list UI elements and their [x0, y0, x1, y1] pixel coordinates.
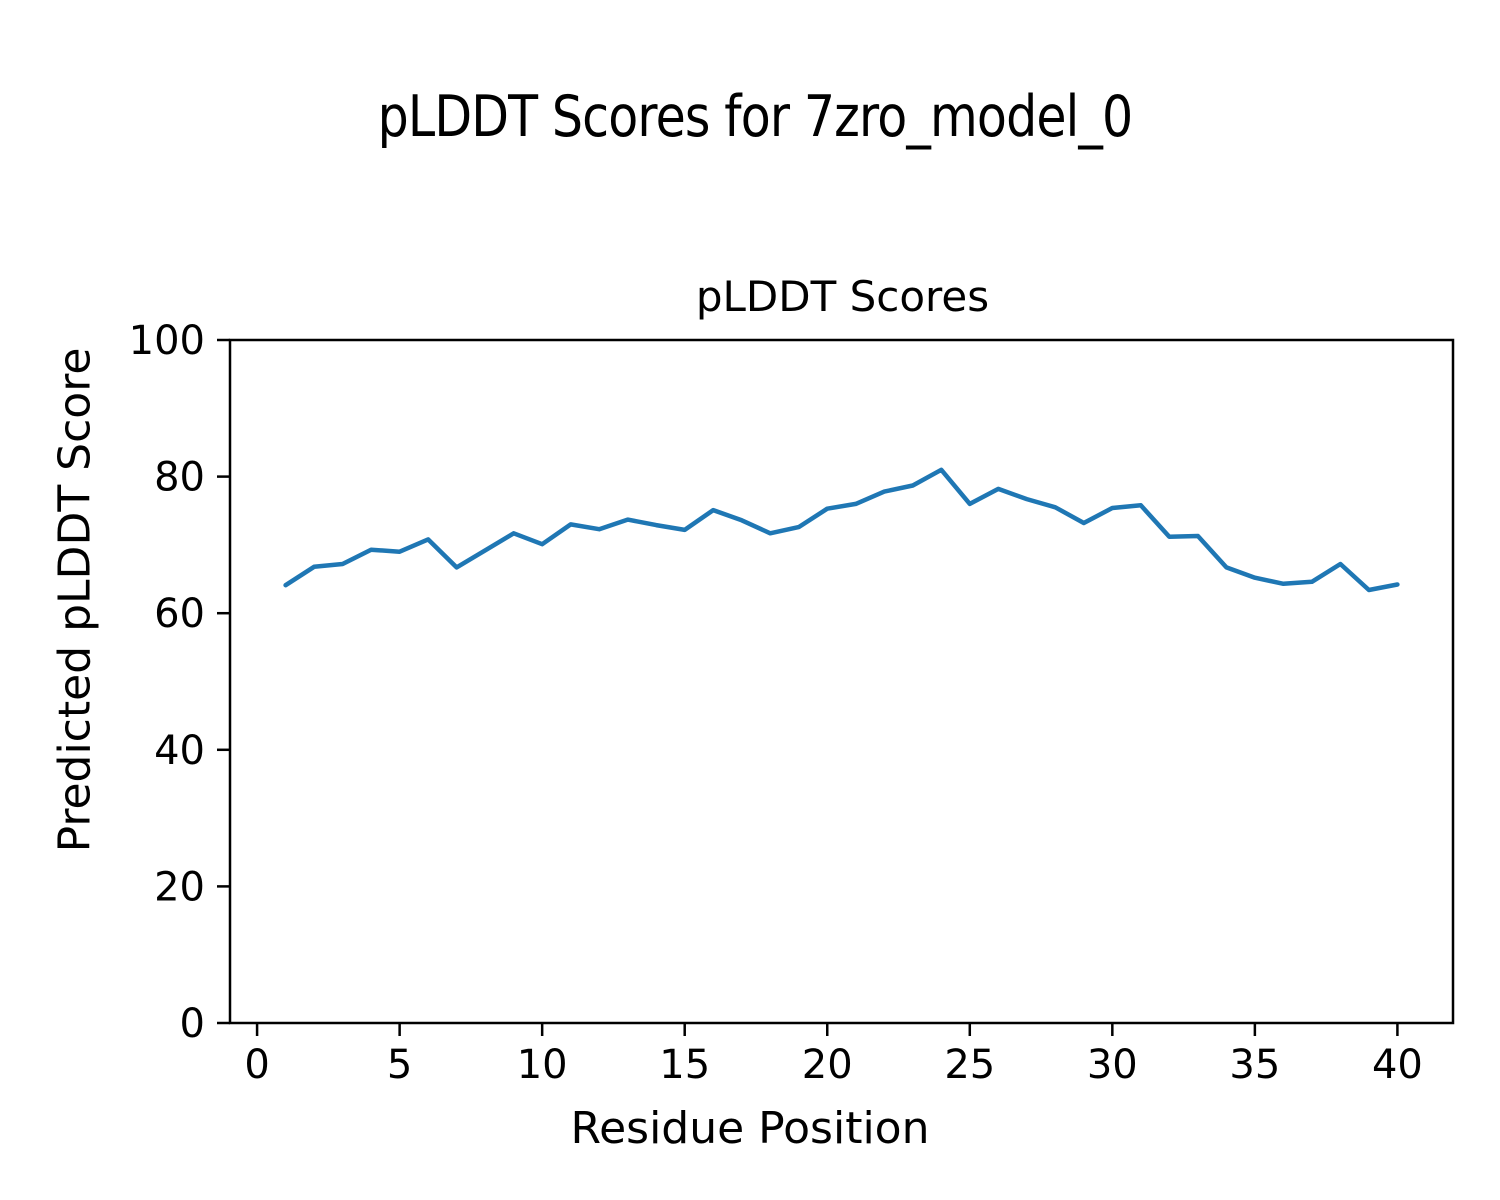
y-tick-label: 60 — [154, 591, 205, 637]
x-tick-label: 30 — [1087, 1042, 1138, 1088]
axes-spines — [228, 338, 1455, 1025]
figure-title: pLDDT Scores for 7zro_model_0 — [377, 84, 1134, 150]
y-tick-label: 0 — [180, 1001, 205, 1047]
x-tick-label: 10 — [517, 1042, 568, 1088]
x-tick-label: 20 — [802, 1042, 853, 1088]
y-tick-label: 20 — [154, 864, 205, 910]
x-tick-label: 15 — [659, 1042, 710, 1088]
x-tick-label: 5 — [387, 1042, 412, 1088]
x-tick-label: 40 — [1372, 1042, 1423, 1088]
x-tick-label: 25 — [944, 1042, 995, 1088]
x-tick-label: 35 — [1229, 1042, 1280, 1088]
axes-title: pLDDT Scores — [695, 272, 990, 321]
x-axis-label: Residue Position — [570, 1103, 930, 1154]
y-tick-label: 40 — [154, 728, 205, 774]
x-tick-label: 0 — [244, 1042, 269, 1088]
y-tick-label: 100 — [129, 318, 205, 364]
plddt-line-series — [283, 467, 1400, 593]
y-tick-label: 80 — [154, 455, 205, 501]
